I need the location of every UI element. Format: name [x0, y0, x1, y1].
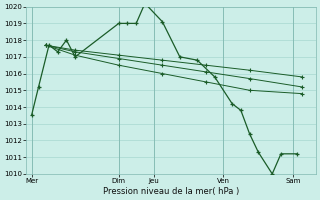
- X-axis label: Pression niveau de la mer( hPa ): Pression niveau de la mer( hPa ): [103, 187, 239, 196]
